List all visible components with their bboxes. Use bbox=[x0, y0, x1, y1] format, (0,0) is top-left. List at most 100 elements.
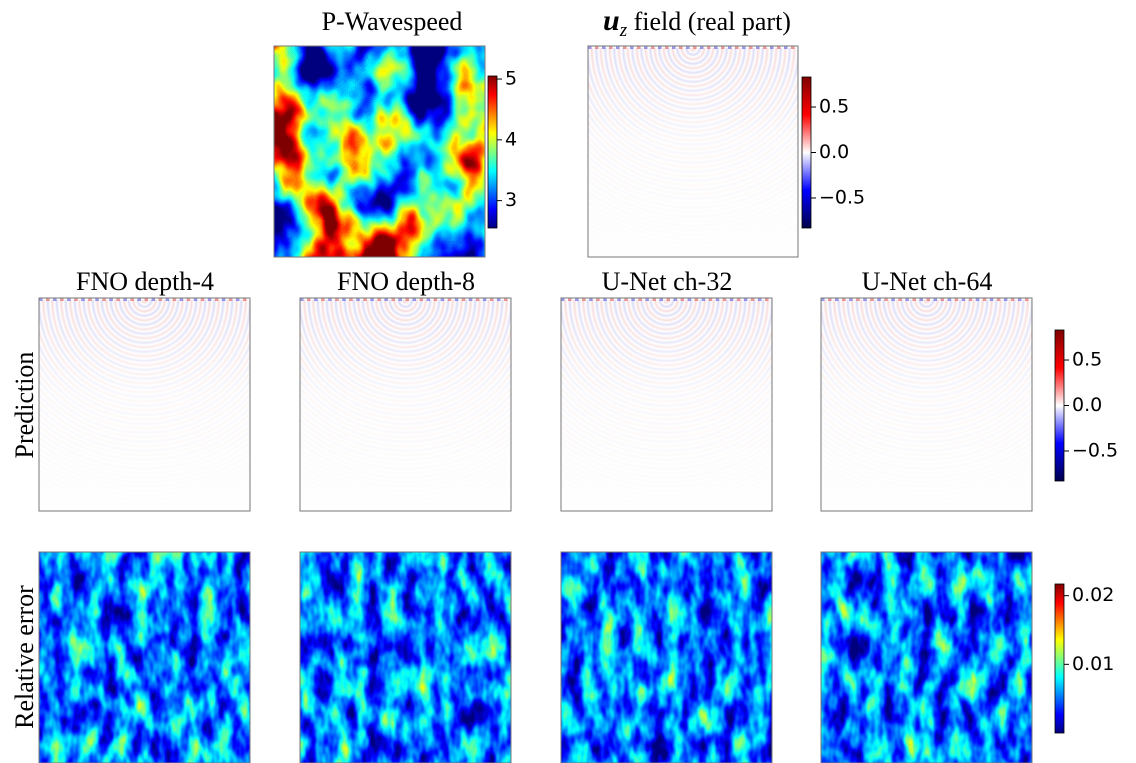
edge-stripe bbox=[596, 298, 600, 301]
edge-stripe bbox=[693, 46, 697, 49]
edge-stripe bbox=[673, 298, 678, 301]
edge-stripe bbox=[687, 298, 692, 301]
edge-stripe bbox=[130, 298, 134, 301]
frame bbox=[299, 297, 512, 512]
edge-stripe bbox=[179, 298, 184, 301]
edge-stripe bbox=[405, 298, 410, 301]
colorbar bbox=[1054, 329, 1065, 482]
edge-stripe bbox=[616, 46, 620, 49]
colorbar-tick-label: 0.5 bbox=[1072, 349, 1102, 371]
edge-stripe bbox=[644, 46, 648, 49]
edge-stripe bbox=[165, 298, 170, 301]
column-title: FNO depth-4 bbox=[76, 267, 214, 296]
edge-stripe bbox=[722, 298, 727, 301]
colorbar bbox=[487, 75, 498, 229]
frame bbox=[587, 45, 799, 258]
edge-stripe bbox=[651, 46, 655, 49]
panel-title: P-Wavespeed bbox=[322, 7, 463, 36]
frame bbox=[820, 551, 1033, 763]
wave-field bbox=[300, 298, 511, 511]
edge-stripe bbox=[53, 298, 57, 301]
edge-stripe bbox=[919, 298, 923, 301]
colorbar-tick-label: 0.02 bbox=[1072, 584, 1114, 606]
edge-stripe bbox=[842, 298, 846, 301]
edge-stripe bbox=[461, 298, 466, 301]
edge-stripe bbox=[764, 298, 769, 301]
wave-field bbox=[588, 46, 798, 257]
edge-stripe bbox=[863, 298, 867, 301]
edge-stripe bbox=[433, 298, 438, 301]
edge-stripe bbox=[912, 298, 916, 301]
fade bbox=[561, 298, 772, 511]
edge-stripe bbox=[835, 298, 839, 301]
edge-stripe bbox=[926, 298, 931, 301]
edge-stripe bbox=[328, 298, 332, 301]
edge-stripe bbox=[221, 298, 226, 301]
edge-stripe bbox=[235, 298, 240, 301]
edge-stripe bbox=[954, 298, 959, 301]
wave-field bbox=[561, 298, 772, 511]
edge-stripe bbox=[582, 298, 586, 301]
edge-stripe bbox=[940, 298, 945, 301]
edge-stripe bbox=[637, 46, 641, 49]
edge-stripe bbox=[102, 298, 106, 301]
edge-stripe bbox=[482, 298, 487, 301]
colorbar bbox=[1054, 583, 1065, 734]
edge-stripe bbox=[489, 298, 494, 301]
edge-stripe bbox=[214, 298, 219, 301]
edge-stripe bbox=[342, 298, 346, 301]
edge-stripe bbox=[728, 46, 732, 49]
edge-stripe bbox=[849, 298, 853, 301]
edge-stripe bbox=[791, 46, 795, 49]
edge-stripe bbox=[300, 298, 304, 301]
edge-stripe bbox=[609, 46, 613, 49]
edge-stripe bbox=[496, 298, 501, 301]
frame bbox=[38, 551, 251, 763]
edge-stripe bbox=[624, 298, 628, 301]
column-title: U-Net ch-32 bbox=[602, 267, 733, 296]
edge-stripe bbox=[989, 298, 994, 301]
edge-stripe bbox=[123, 298, 127, 301]
edge-stripe bbox=[1003, 298, 1008, 301]
edge-stripe bbox=[884, 298, 888, 301]
edge-stripe bbox=[679, 46, 683, 49]
edge-stripe bbox=[750, 298, 755, 301]
edge-stripe bbox=[426, 298, 431, 301]
edge-stripe bbox=[314, 298, 318, 301]
edge-stripe bbox=[116, 298, 120, 301]
edge-stripe bbox=[736, 298, 741, 301]
edge-stripe bbox=[575, 298, 579, 301]
edge-stripe bbox=[630, 46, 634, 49]
edge-stripe bbox=[46, 298, 50, 301]
edge-stripe bbox=[67, 298, 71, 301]
edge-stripe bbox=[721, 46, 725, 49]
edge-stripe bbox=[763, 46, 767, 49]
edge-stripe bbox=[440, 298, 445, 301]
title-text: field (real part) bbox=[627, 7, 791, 36]
edge-stripe bbox=[680, 298, 685, 301]
edge-stripe bbox=[321, 298, 325, 301]
edge-stripe bbox=[756, 46, 760, 49]
edge-stripe bbox=[109, 298, 113, 301]
edge-stripe bbox=[475, 298, 480, 301]
colorbar-tick-label: 3 bbox=[505, 189, 517, 211]
edge-stripe bbox=[665, 46, 669, 49]
edge-stripe bbox=[88, 298, 92, 301]
edge-stripe bbox=[193, 298, 198, 301]
fade bbox=[588, 46, 798, 257]
edge-stripe bbox=[602, 46, 606, 49]
edge-stripe bbox=[172, 298, 177, 301]
edge-stripe bbox=[968, 298, 973, 301]
edge-stripe bbox=[828, 298, 832, 301]
edge-stripe bbox=[645, 298, 649, 301]
row-label: Prediction bbox=[10, 352, 39, 459]
edge-stripe bbox=[468, 298, 473, 301]
column-title: FNO depth-8 bbox=[337, 267, 475, 296]
edge-stripe bbox=[877, 298, 881, 301]
edge-stripe bbox=[743, 298, 748, 301]
panel-title: uz field (real part) bbox=[603, 4, 791, 41]
heatmap bbox=[561, 552, 772, 763]
frame bbox=[273, 45, 486, 258]
edge-stripe bbox=[1017, 298, 1022, 301]
edge-stripe bbox=[200, 298, 205, 301]
